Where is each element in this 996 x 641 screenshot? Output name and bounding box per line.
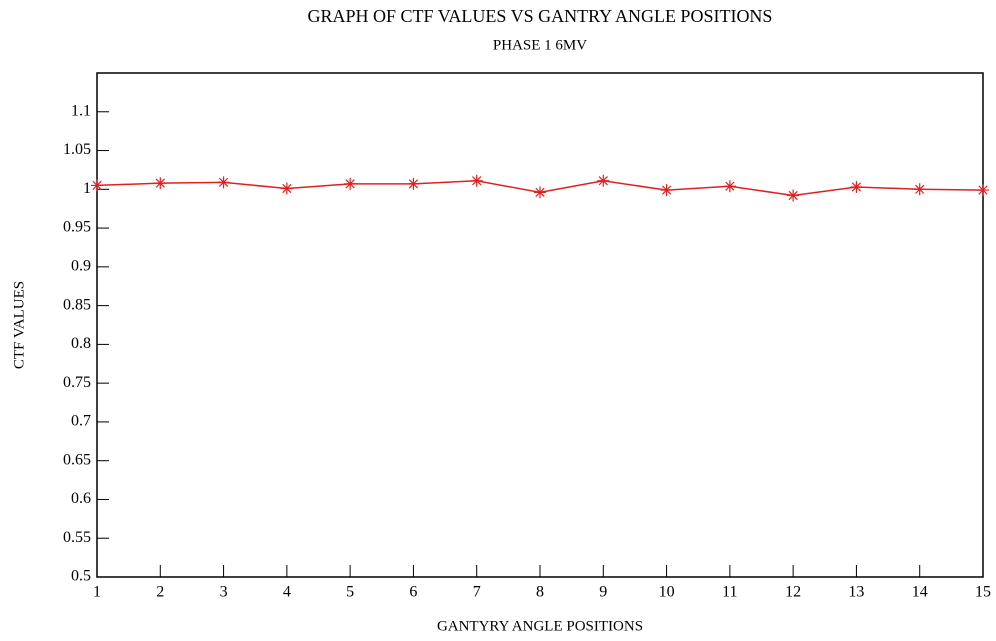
x-tick-label: 11: [722, 584, 737, 601]
y-axis-label: CTF VALUES: [11, 281, 27, 369]
y-tick-label: 0.7: [71, 413, 91, 430]
x-axis-label: GANTYRY ANGLE POSITIONS: [437, 618, 643, 634]
x-tick-label: 7: [473, 584, 481, 601]
star-marker: [344, 177, 357, 190]
chart-title: GRAPH OF CTF VALUES VS GANTRY ANGLE POSI…: [308, 6, 773, 26]
star-marker: [534, 186, 546, 199]
star-marker: [787, 189, 800, 202]
star-marker: [660, 184, 673, 197]
star-marker: [470, 174, 483, 187]
plot-frame: [96, 72, 984, 578]
star-marker: [280, 182, 293, 195]
x-tick-label: 14: [912, 584, 928, 601]
y-tick-label: 0.55: [63, 529, 91, 546]
x-tick-label: 2: [156, 584, 164, 601]
star-marker: [407, 177, 420, 190]
star-marker: [154, 177, 167, 190]
star-marker: [977, 184, 989, 197]
star-marker: [597, 174, 610, 187]
x-tick-label: 8: [536, 584, 544, 601]
x-tick-label: 13: [848, 584, 864, 601]
x-tick-label: 1: [93, 584, 101, 601]
star-marker: [723, 180, 736, 193]
x-tick-label: 15: [975, 584, 991, 601]
star-marker: [913, 183, 926, 196]
y-tick-label: 0.75: [63, 374, 91, 391]
x-tick-label: 4: [283, 584, 291, 601]
star-marker: [850, 180, 863, 193]
x-tick-label: 9: [599, 584, 607, 601]
x-tick-label: 6: [409, 584, 417, 601]
y-tick-label: 0.8: [71, 335, 91, 352]
x-tick-label: 5: [346, 584, 354, 601]
x-tick-label: 3: [220, 584, 228, 601]
y-tick-label: 0.95: [63, 219, 91, 236]
y-tick-label: 0.6: [71, 490, 91, 507]
y-tick-label: 1.1: [71, 102, 91, 119]
y-tick-label: 1.05: [63, 141, 91, 158]
y-tick-label: 0.9: [71, 258, 91, 275]
star-marker: [217, 176, 230, 189]
y-tick-label: 0.5: [71, 568, 91, 585]
y-tick-label: 1: [83, 180, 91, 197]
chart-subtitle: PHASE 1 6MV: [493, 37, 587, 53]
y-tick-label: 0.85: [63, 296, 91, 313]
x-tick-label: 12: [785, 584, 801, 601]
y-tick-label: 0.65: [63, 451, 91, 468]
x-tick-label: 10: [659, 584, 675, 601]
star-marker: [91, 179, 103, 192]
